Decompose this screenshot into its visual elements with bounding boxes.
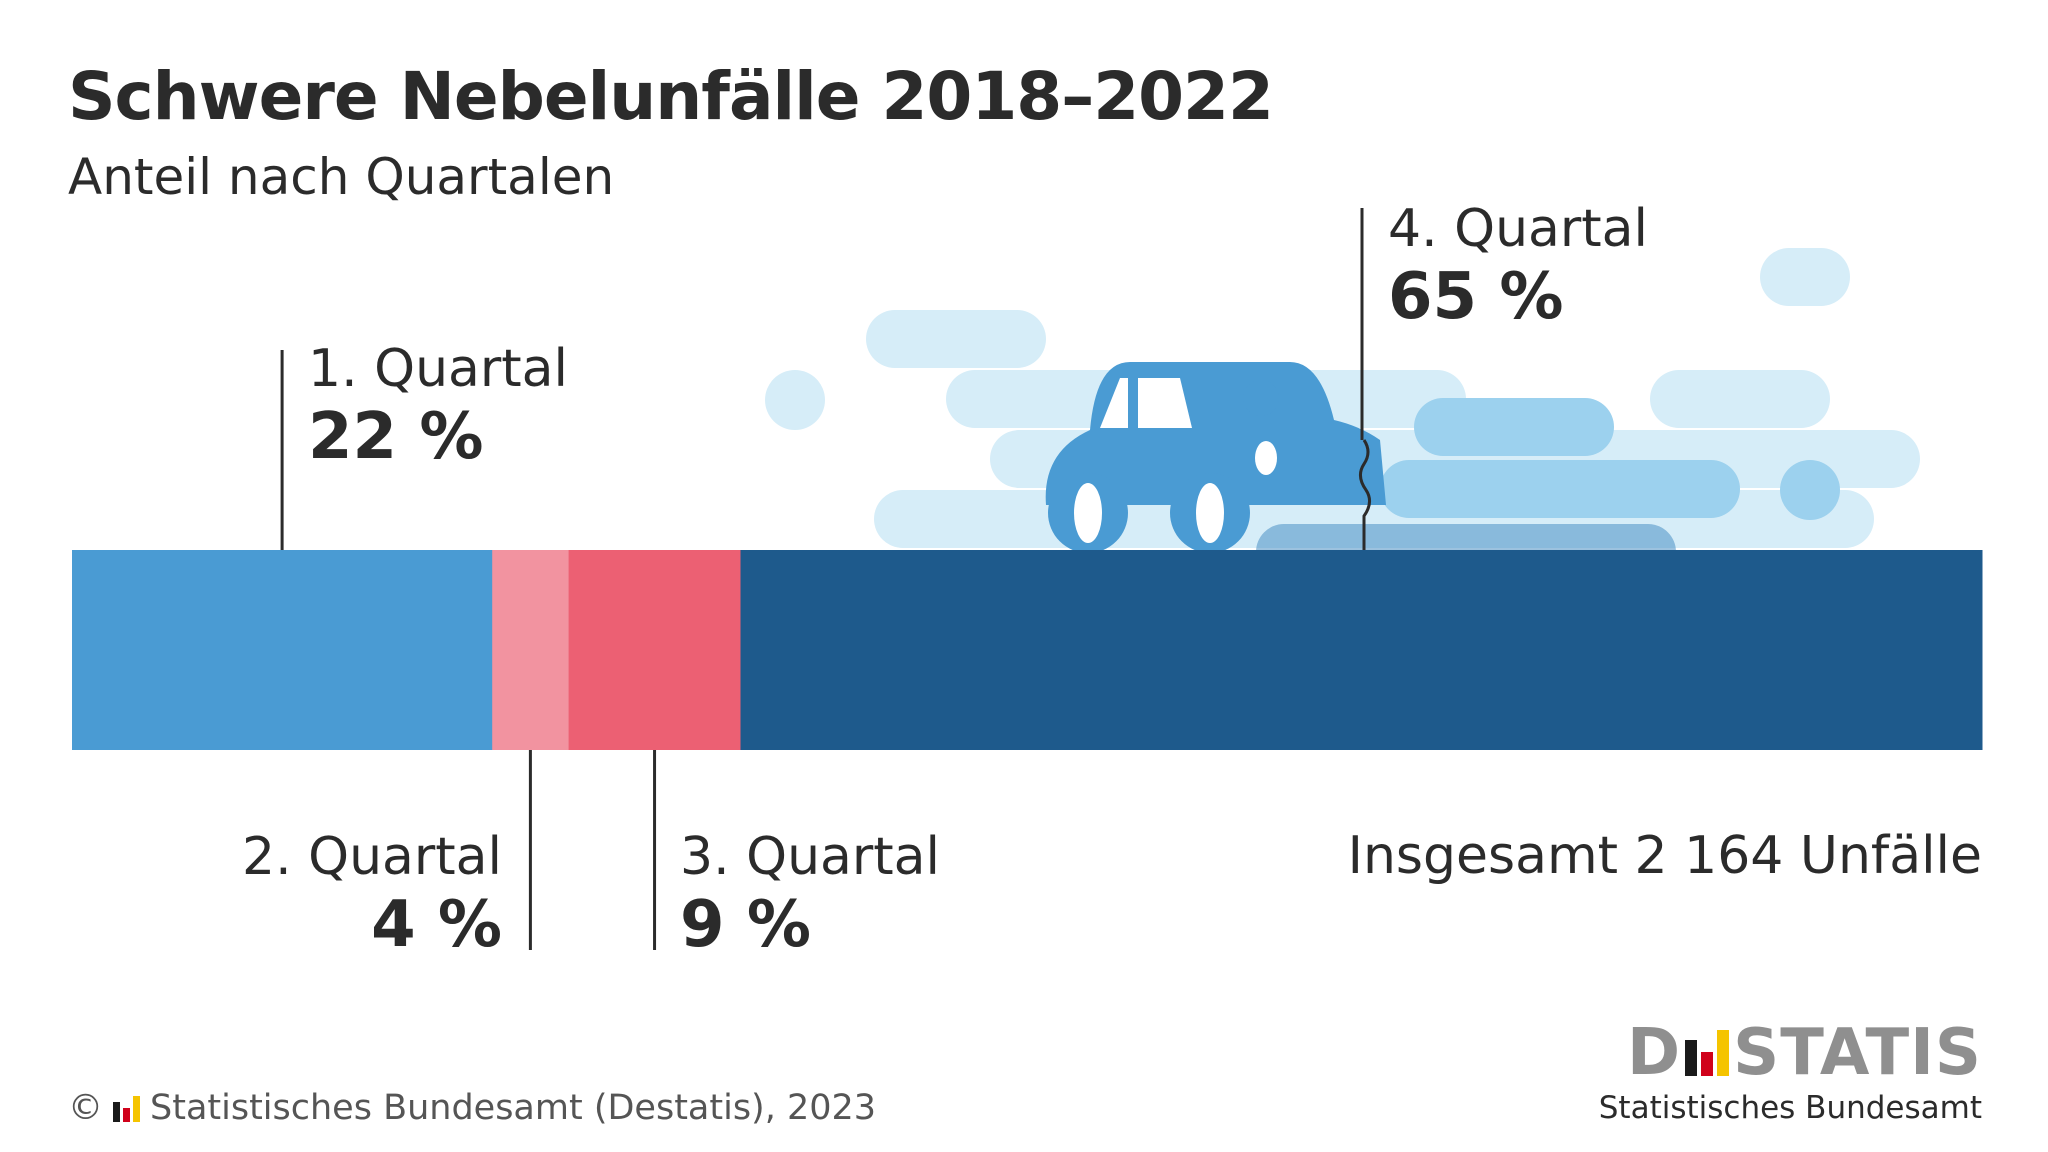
label-q1: 1. Quartal 22 % (308, 338, 568, 474)
bar-segment-q1 (72, 550, 493, 750)
destatis-mini-logo-icon (113, 1094, 140, 1122)
destatis-logo: D STATIS Statistisches Bundesamt (1598, 1016, 1982, 1126)
bar-segment-q4 (740, 550, 1983, 750)
category-label-q2: 2. Quartal (242, 827, 502, 887)
bar-segment-q3 (568, 550, 741, 750)
value-label-q1: 22 % (308, 400, 484, 474)
bar-segment-q2 (492, 550, 570, 750)
destatis-subtitle: Statistisches Bundesamt (1598, 1090, 1982, 1126)
total-accidents-note: Insgesamt 2 164 Unfälle (1347, 826, 1982, 886)
label-q3: 3. Quartal 9 % (680, 826, 940, 962)
destatis-bars-icon (1685, 1030, 1730, 1076)
destatis-wordmark: D STATIS (1626, 1016, 1982, 1090)
value-label-q4: 65 % (1388, 260, 1564, 334)
category-label-q1: 1. Quartal (308, 339, 568, 399)
copyright-symbol: © (68, 1088, 103, 1128)
source-text: Statistisches Bundesamt (Destatis), 2023 (150, 1088, 877, 1128)
value-label-q2: 4 % (371, 888, 502, 962)
label-q4: 4. Quartal 65 % (1388, 198, 1648, 334)
category-label-q3: 3. Quartal (680, 827, 940, 887)
footer-source: © Statistisches Bundesamt (Destatis), 20… (68, 1088, 876, 1128)
label-q2: 2. Quartal 4 % (242, 826, 502, 962)
chart-title: Schwere Nebelunfälle 2018–2022 (68, 58, 1274, 135)
value-label-q3: 9 % (680, 888, 811, 962)
chart-subtitle: Anteil nach Quartalen (68, 148, 615, 206)
category-label-q4: 4. Quartal (1388, 199, 1648, 259)
